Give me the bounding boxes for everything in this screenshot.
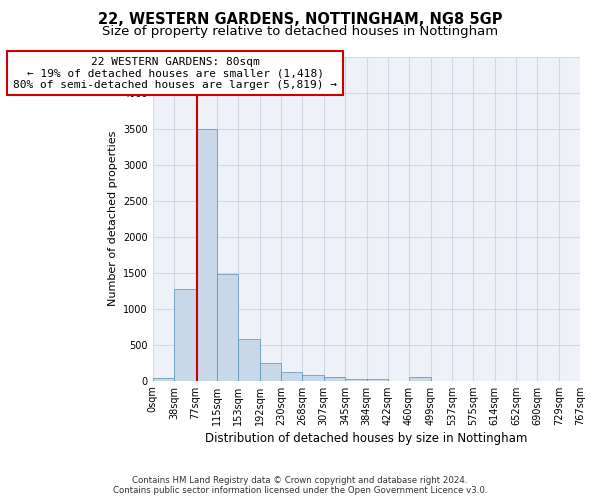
Bar — [260, 364, 281, 380]
Bar — [409, 376, 431, 380]
Bar — [281, 372, 302, 380]
Bar — [367, 378, 388, 380]
Bar — [324, 376, 345, 380]
Text: Size of property relative to detached houses in Nottingham: Size of property relative to detached ho… — [102, 25, 498, 38]
Text: 22 WESTERN GARDENS: 80sqm
← 19% of detached houses are smaller (1,418)
80% of se: 22 WESTERN GARDENS: 80sqm ← 19% of detac… — [13, 56, 337, 90]
Bar — [174, 289, 196, 380]
Text: Contains HM Land Registry data © Crown copyright and database right 2024.
Contai: Contains HM Land Registry data © Crown c… — [113, 476, 487, 495]
Y-axis label: Number of detached properties: Number of detached properties — [107, 131, 118, 306]
Text: 22, WESTERN GARDENS, NOTTINGHAM, NG8 5GP: 22, WESTERN GARDENS, NOTTINGHAM, NG8 5GP — [98, 12, 502, 28]
Bar — [302, 375, 324, 380]
Bar — [217, 274, 238, 380]
Bar — [345, 378, 367, 380]
Bar — [196, 128, 217, 380]
Bar — [238, 340, 260, 380]
X-axis label: Distribution of detached houses by size in Nottingham: Distribution of detached houses by size … — [205, 432, 527, 445]
Bar — [153, 378, 174, 380]
